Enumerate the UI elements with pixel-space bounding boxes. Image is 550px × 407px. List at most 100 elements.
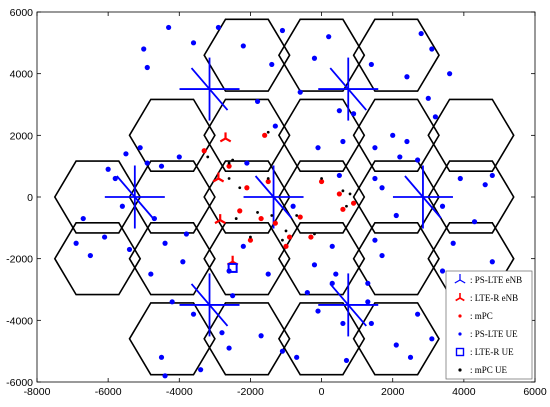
point-lte-r-enb bbox=[214, 214, 226, 225]
point-ps-lte-ue bbox=[489, 259, 495, 265]
point-mpc-ue bbox=[227, 177, 231, 180]
legend-marker-spoke bbox=[459, 279, 466, 284]
marker-spoke bbox=[219, 137, 227, 143]
point-mpc bbox=[340, 206, 346, 212]
point-ps-lte-ue bbox=[450, 240, 456, 246]
point-ps-lte-ue bbox=[105, 166, 111, 172]
point-mpc bbox=[272, 220, 278, 226]
point-ps-lte-ue bbox=[169, 299, 175, 305]
hex-cell bbox=[352, 18, 440, 92]
point-ps-lte-ue bbox=[144, 64, 150, 71]
point-ps-lte-ue bbox=[365, 299, 371, 305]
point-lte-r-ue bbox=[227, 262, 238, 273]
point-mpc bbox=[297, 214, 303, 220]
point-mpc bbox=[318, 178, 325, 185]
marker-spoke bbox=[134, 196, 154, 219]
point-ps-lte-ue bbox=[279, 348, 286, 354]
marker-spoke bbox=[214, 219, 221, 225]
y-tick-label: 2000 bbox=[10, 130, 34, 142]
point-ps-lte-ue bbox=[73, 240, 79, 246]
point-ps-lte-ue bbox=[190, 40, 197, 46]
point-ps-lte-ue bbox=[340, 138, 346, 145]
point-ps-lte-ue bbox=[372, 175, 378, 182]
point-ps-lte-ue bbox=[372, 237, 378, 243]
point-ps-lte-enb bbox=[104, 165, 165, 229]
point-mpc-ue bbox=[281, 238, 284, 242]
marker-spoke bbox=[212, 177, 219, 183]
hex-cell bbox=[427, 98, 515, 172]
point-ps-lte-ue bbox=[215, 24, 222, 31]
point-ps-lte-ue bbox=[415, 311, 421, 317]
point-ps-lte-ue bbox=[393, 212, 399, 219]
point-ps-lte-ue bbox=[294, 354, 300, 360]
marker-spoke bbox=[422, 196, 442, 219]
point-ps-lte-ue bbox=[190, 311, 197, 317]
point-ps-lte-ue bbox=[432, 114, 438, 120]
point-mpc bbox=[265, 178, 271, 185]
point-ps-lte-ue bbox=[429, 46, 435, 52]
point-ps-lte-ue bbox=[368, 61, 374, 68]
legend-entry: : PS-LTE eNB bbox=[454, 274, 522, 285]
marker-spoke bbox=[217, 177, 225, 183]
point-ps-lte-ue bbox=[415, 157, 421, 163]
point-ps-lte-ue bbox=[333, 271, 339, 277]
legend-marker bbox=[455, 347, 465, 357]
point-ps-lte-ue bbox=[379, 252, 385, 259]
point-mpc-ue bbox=[341, 189, 345, 193]
point-mpc-ue bbox=[238, 186, 242, 190]
point-mpc bbox=[247, 237, 254, 243]
hex-cell bbox=[203, 160, 291, 234]
point-ps-lte-ue bbox=[148, 271, 154, 277]
point-ps-lte-ue bbox=[329, 280, 335, 286]
y-tick-label: 4000 bbox=[10, 69, 34, 81]
point-ps-lte-ue bbox=[425, 95, 431, 101]
point-ps-lte-ue bbox=[311, 55, 318, 61]
point-ps-lte-ue bbox=[158, 163, 165, 169]
y-tick-label: -6000 bbox=[6, 377, 33, 389]
marker-spoke bbox=[404, 175, 424, 198]
point-ps-lte-ue bbox=[290, 203, 296, 209]
point-ps-lte-ue bbox=[162, 240, 168, 246]
x-tick-label: -2000 bbox=[237, 386, 264, 398]
point-mpc bbox=[308, 234, 314, 240]
marker-spoke bbox=[254, 175, 275, 198]
point-mpc-ue bbox=[348, 192, 352, 196]
point-mpc bbox=[286, 234, 293, 240]
point-ps-lte-ue bbox=[183, 231, 189, 237]
hex-cell bbox=[352, 222, 440, 296]
legend: : PS-LTE eNB: LTE-R eNB: mPC: PS-LTE UE:… bbox=[445, 270, 533, 380]
point-ps-lte-ue bbox=[482, 182, 488, 188]
legend-marker bbox=[458, 332, 462, 336]
point-ps-lte-ue bbox=[404, 138, 410, 145]
marker-spoke bbox=[272, 196, 293, 219]
point-mpc-ue bbox=[206, 155, 210, 159]
point-ps-lte-ue bbox=[240, 43, 246, 49]
mark-layer bbox=[73, 24, 495, 379]
point-ps-lte-ue bbox=[407, 354, 414, 360]
point-mpc-ue bbox=[270, 214, 274, 217]
point-mpc bbox=[244, 185, 250, 191]
legend-label: : mPC UE bbox=[470, 365, 508, 375]
point-ps-lte-ue bbox=[87, 252, 93, 259]
point-ps-lte-ue bbox=[269, 61, 275, 68]
point-ps-lte-ue bbox=[343, 357, 350, 364]
point-ps-lte-ue bbox=[379, 185, 385, 191]
point-ps-lte-ue bbox=[429, 336, 435, 342]
point-ps-lte-ue bbox=[372, 145, 378, 151]
point-mpc-ue bbox=[295, 214, 299, 217]
point-mpc bbox=[350, 200, 357, 206]
x-tick-label: 4000 bbox=[452, 386, 476, 398]
point-ps-lte-ue bbox=[393, 342, 399, 348]
point-ps-lte-ue bbox=[340, 320, 346, 327]
point-ps-lte-ue bbox=[397, 154, 403, 160]
point-ps-lte-ue bbox=[180, 259, 186, 265]
legend-label: : LTE-R UE bbox=[470, 347, 514, 357]
point-ps-lte-ue bbox=[418, 30, 424, 37]
legend-entry: : mPC bbox=[458, 311, 493, 321]
point-mpc-ue bbox=[227, 161, 231, 165]
legend-marker-spoke bbox=[459, 297, 465, 302]
point-ps-lte-ue bbox=[176, 154, 182, 160]
point-ps-lte-ue bbox=[368, 320, 374, 327]
point-ps-lte-ue bbox=[112, 175, 118, 182]
